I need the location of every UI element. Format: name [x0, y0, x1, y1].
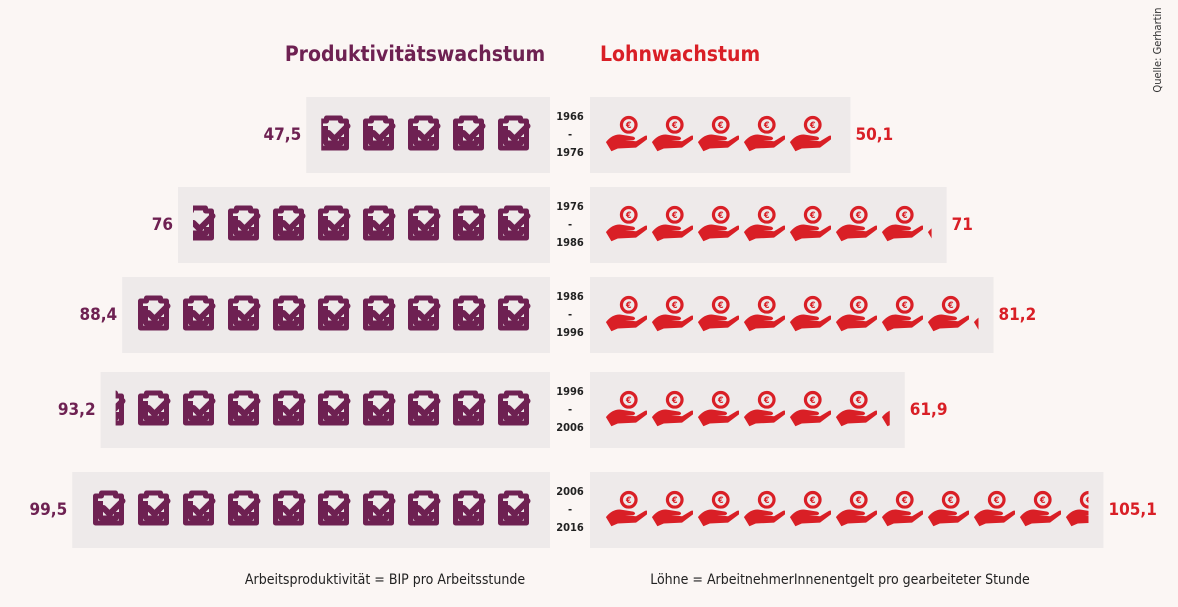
- period-label: 1986: [556, 290, 584, 303]
- chart: € Quelle: Gerhartin Arbeitsproduktivität…: [0, 0, 1178, 607]
- data-label: 93,2: [58, 400, 96, 420]
- period-label: -: [568, 503, 572, 516]
- period-label: 1996: [556, 326, 584, 339]
- legend-label: Lohnwachstum: [600, 42, 760, 66]
- data-label: 71: [952, 215, 973, 235]
- period-label: 2006: [556, 485, 584, 498]
- data-label: 47,5: [264, 125, 302, 145]
- bar-background: [590, 97, 850, 173]
- bar-background: [590, 372, 905, 448]
- data-label: 61,9: [910, 400, 948, 420]
- period-label: 1976: [556, 146, 584, 159]
- period-label: -: [568, 218, 572, 231]
- period-label: 1976: [556, 200, 584, 213]
- bar-background: [590, 277, 994, 353]
- data-label: 81,2: [999, 305, 1037, 325]
- data-label: 88,4: [79, 305, 117, 325]
- period-label: 1986: [556, 236, 584, 249]
- data-label: 105,1: [1108, 500, 1156, 520]
- data-label: 50,1: [855, 125, 893, 145]
- period-label: -: [568, 308, 572, 321]
- period-label: 1996: [556, 385, 584, 398]
- source: Quelle: Gerhartin: [1151, 7, 1164, 92]
- note: Arbeitsproduktivität = BIP pro Arbeitsst…: [245, 572, 525, 588]
- data-label: 99,5: [30, 500, 68, 520]
- period-label: -: [568, 128, 572, 141]
- legend-label: Produktivitätswachstum: [285, 42, 545, 66]
- period-label: 2016: [556, 521, 584, 534]
- period-label: 1966: [556, 110, 584, 123]
- data-label: 76: [152, 215, 173, 235]
- period-label: 2006: [556, 421, 584, 434]
- period-label: -: [568, 403, 572, 416]
- note: Löhne = ArbeitnehmerInnenentgelt pro gea…: [650, 572, 1030, 588]
